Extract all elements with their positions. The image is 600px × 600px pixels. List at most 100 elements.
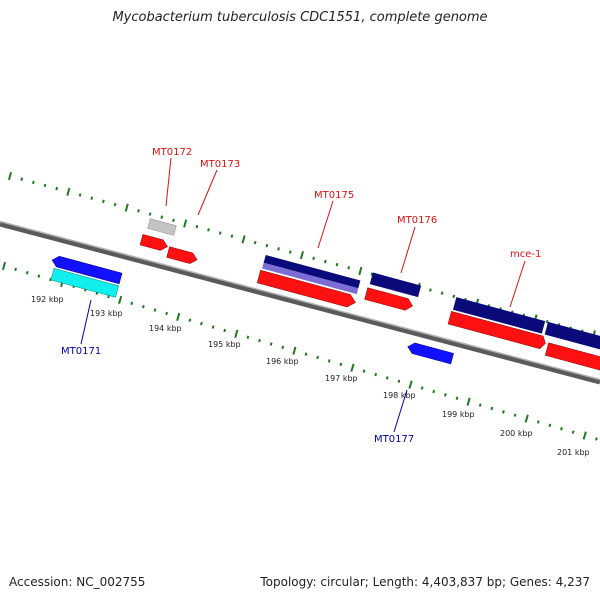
mt0175-gene-bar-secondary[interactable]: [262, 262, 359, 295]
inner-minor-tick: [490, 406, 494, 411]
mce1-leader: [509, 260, 526, 308]
outer-minor-tick: [137, 209, 140, 213]
inner-minor-tick: [281, 345, 285, 350]
inner-minor-tick: [595, 437, 598, 441]
inner-minor-tick: [153, 308, 157, 312]
inner-tick-track: [1, 261, 598, 441]
inner-minor-tick: [130, 301, 134, 306]
scale-label-195: 195 kbp: [208, 340, 241, 349]
mt0172-label[interactable]: MT0172: [152, 147, 192, 158]
mt0171-cds-arrow[interactable]: [51, 255, 123, 285]
inner-minor-tick: [455, 396, 459, 400]
outer-minor-tick: [172, 218, 175, 223]
scale-label-198: 198 kbp: [383, 391, 416, 400]
inner-major-tick: [408, 380, 413, 389]
inner-minor-tick: [444, 393, 447, 397]
inner-major-tick: [350, 363, 355, 372]
inner-minor-tick: [25, 271, 29, 275]
inner-major-tick: [582, 431, 587, 440]
mce1-label[interactable]: mce-1: [510, 249, 541, 260]
outer-minor-tick: [277, 247, 280, 251]
outer-minor-tick: [452, 294, 456, 299]
scale-labels: 192 kbp 193 kbp 194 kbp 195 kbp 196 kbp …: [31, 295, 590, 457]
mt0175-cds-arrow[interactable]: [256, 269, 357, 309]
mt0176-gene-bar[interactable]: [369, 272, 422, 298]
mce1-next-cds-arrow[interactable]: [544, 342, 600, 375]
inner-minor-tick: [339, 362, 343, 367]
inner-minor-tick: [258, 338, 261, 343]
topology-summary: Topology: circular; Length: 4,403,837 bp…: [260, 575, 590, 589]
inner-minor-tick: [37, 274, 41, 278]
inner-minor-tick: [327, 359, 331, 363]
mt0176-label[interactable]: MT0176: [397, 215, 437, 226]
mce1-cds-arrow[interactable]: [447, 311, 547, 349]
inner-major-tick: [466, 397, 471, 406]
mce1-gene-bar[interactable]: [452, 297, 546, 334]
mt0173-label[interactable]: MT0173: [200, 159, 240, 170]
mt0175-gene-bar[interactable]: [263, 255, 361, 289]
inner-minor-tick: [188, 318, 192, 322]
inner-minor-tick: [432, 389, 436, 394]
inner-minor-tick: [548, 423, 552, 428]
outer-major-tick: [66, 187, 71, 196]
mt0175-label[interactable]: MT0175: [314, 190, 354, 201]
scale-label-200: 200 kbp: [500, 429, 533, 438]
mt0177-cds-arrow[interactable]: [406, 341, 454, 365]
scale-label-194: 194 kbp: [149, 324, 182, 333]
outer-minor-tick: [55, 186, 59, 191]
inner-major-tick: [234, 329, 239, 338]
mt0175-leader: [317, 200, 334, 249]
outer-minor-tick: [440, 291, 444, 295]
outer-minor-tick: [218, 231, 222, 235]
scale-label-192: 192 kbp: [31, 295, 64, 304]
mt0172-cds-arrow[interactable]: [139, 234, 169, 252]
inner-minor-tick: [49, 277, 52, 282]
mt0171-gene-bar[interactable]: [50, 268, 119, 298]
outer-minor-tick: [335, 262, 339, 267]
outer-minor-tick: [43, 183, 47, 188]
scale-label-197: 197 kbp: [325, 374, 358, 383]
inner-major-tick: [176, 312, 181, 321]
inner-minor-tick: [571, 430, 575, 434]
inner-minor-tick: [211, 325, 215, 329]
inner-minor-tick: [316, 355, 319, 360]
mt0177-label[interactable]: MT0177: [374, 434, 414, 445]
outer-major-tick: [358, 266, 363, 276]
scale-label-196: 196 kbp: [266, 357, 299, 366]
inner-major-tick: [292, 346, 297, 355]
outer-minor-tick: [160, 215, 164, 219]
outer-minor-tick: [265, 243, 269, 248]
outer-minor-tick: [230, 234, 234, 238]
inner-minor-tick: [397, 379, 401, 383]
mt0177-leader: [393, 389, 408, 433]
outer-minor-tick: [207, 228, 210, 232]
outer-major-tick: [124, 203, 129, 212]
accession-text: Accession: NC_002755: [9, 575, 146, 589]
mt0176-leader: [400, 226, 416, 274]
inner-minor-tick: [200, 321, 203, 326]
inner-minor-tick: [374, 372, 378, 377]
mt0172-leader: [165, 157, 172, 207]
mt0172-gene-bar[interactable]: [147, 218, 177, 236]
outer-major-tick: [299, 251, 304, 260]
inner-minor-tick: [142, 305, 145, 309]
inner-minor-tick: [362, 369, 366, 373]
inner-major-tick: [118, 295, 123, 304]
inner-minor-tick: [560, 427, 563, 431]
outer-minor-tick: [370, 272, 374, 276]
inner-minor-tick: [385, 376, 389, 380]
inner-minor-tick: [14, 267, 17, 272]
mce1-gene-bar-next[interactable]: [544, 321, 600, 351]
inner-minor-tick: [502, 410, 505, 414]
inner-minor-tick: [478, 403, 482, 407]
outer-minor-tick: [288, 250, 292, 254]
scale-label-193: 193 kbp: [90, 309, 123, 318]
inner-minor-tick: [246, 335, 250, 339]
mt0173-cds-arrow[interactable]: [166, 246, 199, 265]
inner-minor-tick: [223, 328, 227, 333]
genome-backbone-shadow: [0, 221, 600, 385]
mt0171-leader: [80, 299, 92, 345]
outer-minor-tick: [347, 266, 351, 270]
mt0171-label[interactable]: MT0171: [61, 346, 101, 357]
mt0176-cds-arrow[interactable]: [364, 287, 414, 312]
